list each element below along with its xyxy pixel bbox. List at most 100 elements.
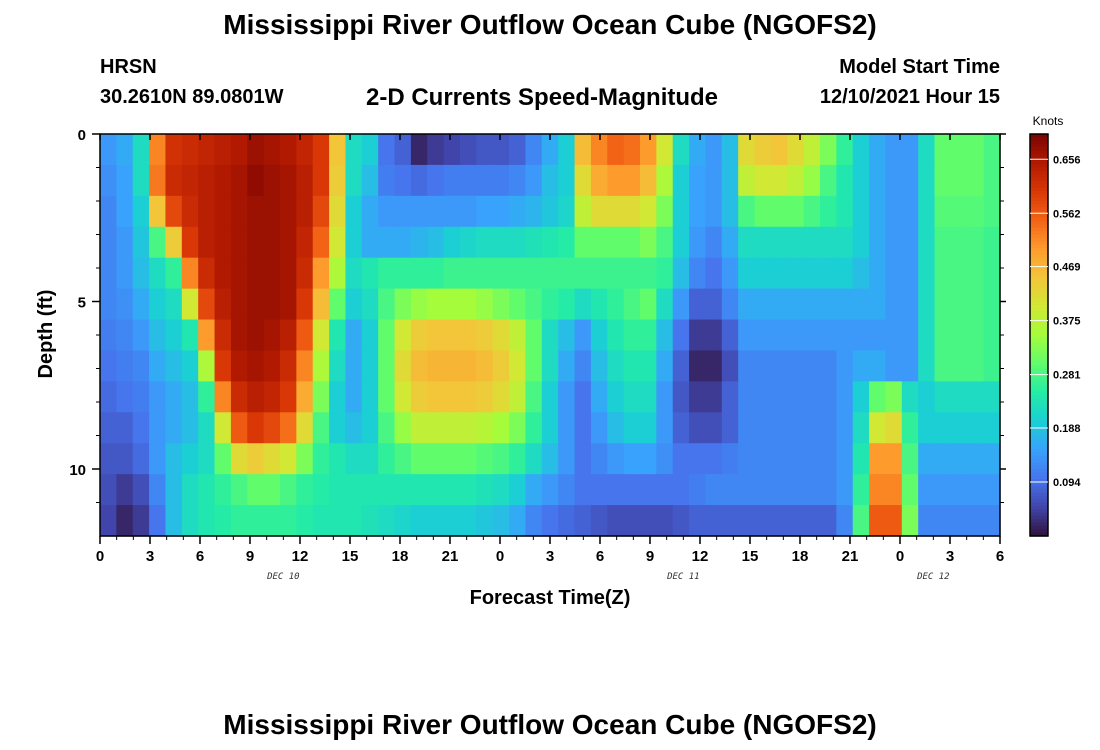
- heatmap-cell: [770, 412, 788, 444]
- heatmap-cell: [885, 164, 903, 197]
- heatmap-cell: [590, 195, 608, 228]
- heatmap-cell: [263, 164, 281, 197]
- heatmap-cell: [100, 257, 117, 290]
- heatmap-cell: [492, 505, 510, 537]
- heatmap-cell: [623, 134, 641, 166]
- heatmap-cell: [934, 195, 952, 228]
- colorbar-strip: [1030, 324, 1048, 329]
- heatmap-cell: [705, 288, 723, 321]
- heatmap-cell: [607, 195, 625, 228]
- colorbar-strip: [1030, 432, 1048, 437]
- x-tick-label: 0: [496, 548, 504, 565]
- heatmap-cell: [460, 350, 477, 382]
- heatmap-cell: [607, 381, 625, 413]
- heatmap-cell: [280, 412, 297, 444]
- colorbar-strip: [1030, 381, 1048, 386]
- heatmap-cell: [214, 319, 232, 352]
- heatmap-cell: [181, 319, 199, 352]
- colorbar-strip: [1030, 298, 1048, 303]
- heatmap-cell: [738, 195, 756, 228]
- colorbar-strip: [1030, 244, 1048, 249]
- heatmap-cell: [754, 164, 772, 197]
- heatmap-cell: [525, 164, 543, 197]
- heatmap-cell: [607, 443, 625, 475]
- heatmap-cell: [590, 164, 608, 197]
- heatmap-cell: [672, 319, 690, 352]
- colorbar-strip: [1030, 180, 1048, 185]
- heatmap-cell: [656, 195, 674, 228]
- heatmap-cell: [672, 443, 690, 475]
- heatmap-cell: [247, 474, 265, 506]
- heatmap-cell: [607, 226, 625, 259]
- heatmap-cell: [460, 319, 477, 352]
- heatmap-cell: [918, 164, 936, 197]
- heatmap-cell: [132, 505, 150, 537]
- heatmap-cell: [705, 134, 723, 166]
- heatmap-cell: [820, 319, 837, 352]
- colorbar-strip: [1030, 375, 1048, 380]
- heatmap-cell: [672, 288, 690, 321]
- colorbar-strip: [1030, 160, 1048, 165]
- heatmap-cell: [574, 381, 592, 413]
- heatmap-cell: [378, 350, 396, 382]
- heatmap-cell: [394, 134, 412, 166]
- heatmap-cell: [574, 412, 592, 444]
- heatmap-cell: [116, 226, 134, 259]
- heatmap-cell: [214, 164, 232, 197]
- heatmap-cell: [640, 134, 657, 166]
- heatmap-cell: [656, 257, 674, 290]
- colorbar-strip: [1030, 502, 1048, 507]
- heatmap-cell: [820, 134, 837, 166]
- heatmap-cell: [934, 443, 952, 475]
- heatmap-cell: [885, 195, 903, 228]
- heatmap-cell: [132, 164, 150, 197]
- heatmap-cell: [132, 412, 150, 444]
- heatmap-cell: [901, 257, 919, 290]
- heatmap-cell: [541, 505, 559, 537]
- colorbar-strip: [1030, 237, 1048, 242]
- heatmap-cell: [770, 474, 788, 506]
- x-tick-label: 6: [996, 548, 1004, 565]
- heatmap-cell: [558, 288, 576, 321]
- heatmap-cell: [198, 257, 216, 290]
- heatmap-cell: [901, 226, 919, 259]
- heatmap-cell: [623, 381, 641, 413]
- heatmap-cell: [230, 319, 248, 352]
- colorbar-strip: [1030, 505, 1048, 510]
- heatmap-cell: [983, 195, 1001, 228]
- colorbar-strip: [1030, 371, 1048, 376]
- heatmap-cell: [934, 381, 952, 413]
- colorbar-strip: [1030, 405, 1048, 410]
- heatmap-cell: [263, 474, 281, 506]
- heatmap-cell: [149, 381, 167, 413]
- heatmap-cell: [443, 381, 461, 413]
- heatmap-cell: [574, 505, 592, 537]
- x-tick-label: 3: [146, 548, 154, 565]
- heatmap-cell: [476, 350, 494, 382]
- heatmap-cell: [721, 474, 739, 506]
- colorbar-strip: [1030, 529, 1048, 534]
- heatmap-cell: [296, 195, 314, 228]
- heatmap-cell: [247, 412, 265, 444]
- heatmap-cell: [672, 505, 690, 537]
- heatmap-cell: [852, 505, 870, 537]
- heatmap-cell: [983, 474, 1001, 506]
- heatmap-cell: [918, 134, 936, 166]
- heatmap-cell: [427, 288, 445, 321]
- heatmap-cell: [934, 134, 952, 166]
- heatmap-cell: [132, 319, 150, 352]
- heatmap-cell: [263, 288, 281, 321]
- heatmap-cell: [967, 443, 985, 475]
- heatmap-cell: [345, 505, 363, 537]
- heatmap-cell: [312, 505, 330, 537]
- heatmap-cell: [361, 226, 379, 259]
- heatmap-cell: [754, 195, 772, 228]
- heatmap-cell: [345, 288, 363, 321]
- heatmap-cell: [689, 257, 707, 290]
- heatmap-cell: [312, 164, 330, 197]
- heatmap-cell: [509, 195, 527, 228]
- date-label: DEC 12: [916, 572, 950, 582]
- heatmap-cell: [100, 288, 117, 321]
- heatmap-cell: [656, 443, 674, 475]
- heatmap-cell: [476, 412, 494, 444]
